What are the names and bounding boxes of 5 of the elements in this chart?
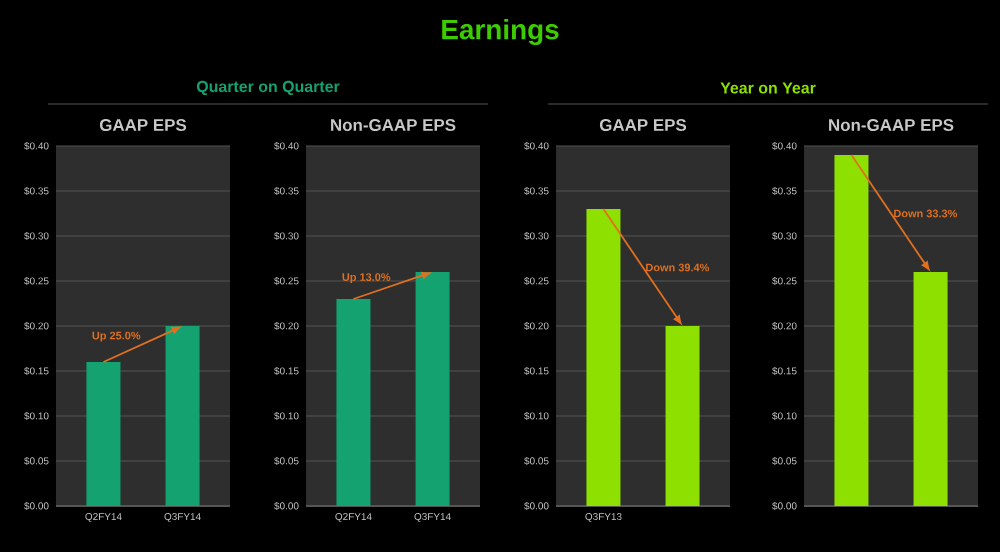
chart-title: Non-GAAP EPS	[331, 119, 456, 131]
chart-title: Non-GAAP EPS	[829, 119, 954, 131]
chart-title: GAAP EPS	[99, 119, 187, 131]
text: Earnings	[442, 18, 559, 46]
chart-title: GAAP EPS	[599, 119, 687, 131]
